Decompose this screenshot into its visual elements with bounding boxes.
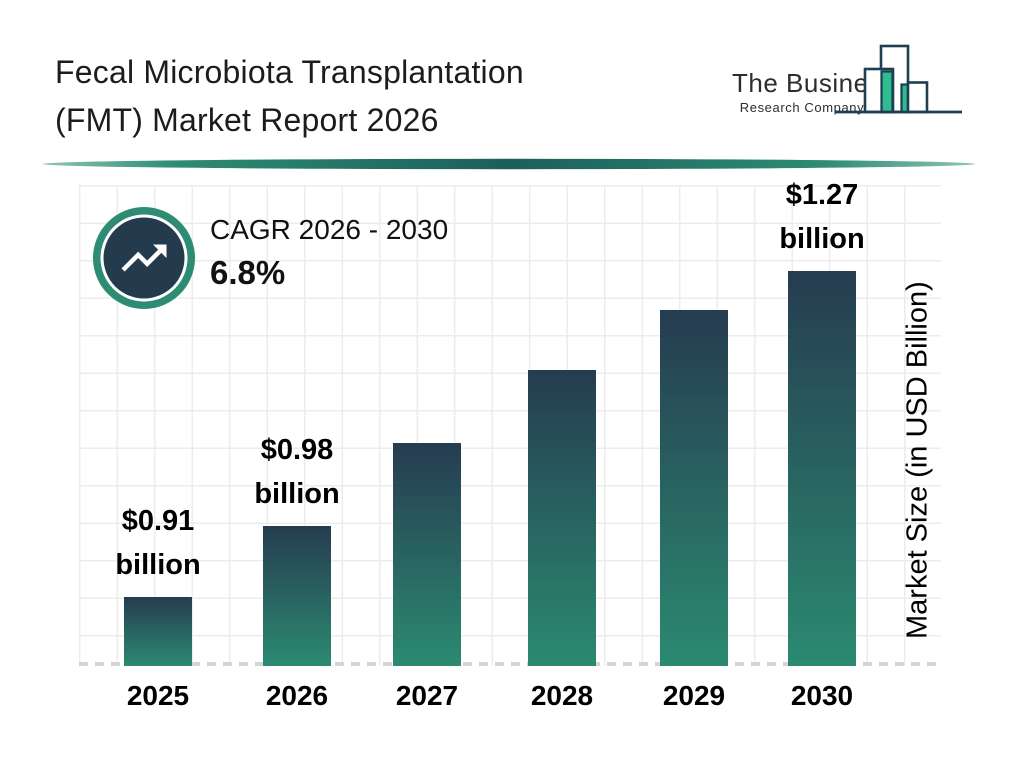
bar-2030	[788, 271, 856, 666]
bar-2029	[660, 310, 728, 666]
divider-line	[43, 158, 975, 170]
cagr-badge	[92, 206, 196, 315]
bar-2027	[393, 443, 461, 666]
x-tick-2030: 2030	[790, 680, 854, 711]
bar-2028	[528, 370, 596, 666]
value-label-2030: $1.27 billion	[779, 179, 865, 255]
x-tick-2029: 2029	[662, 680, 726, 711]
bar-2026	[263, 526, 331, 666]
page-title: Fecal Microbiota Transplantation (FMT) M…	[55, 48, 524, 144]
x-tick-2025: 2025	[126, 680, 190, 711]
bar-2025	[124, 597, 192, 666]
x-tick-2027: 2027	[395, 680, 459, 711]
y-axis-label: Market Size (in USD Billion)	[901, 281, 934, 639]
logo-bars-icon	[835, 44, 962, 114]
page-title-line1: Fecal Microbiota Transplantation	[55, 54, 524, 90]
cagr-period-label: CAGR 2026 - 2030	[210, 214, 449, 245]
cagr-text: CAGR 2026 - 2030 6.8%	[210, 214, 448, 292]
x-tick-2028: 2028	[530, 680, 594, 711]
company-logo: The Business Research Company	[720, 38, 980, 138]
x-tick-2026: 2026	[265, 680, 329, 711]
value-label-2026: $0.98 billion	[254, 434, 340, 510]
cagr-value: 6.8%	[210, 254, 286, 291]
company-subname: Research Company	[739, 100, 865, 115]
chart-baseline	[79, 662, 941, 666]
trending-up-icon	[93, 207, 195, 309]
value-label-2025: $0.91 billion	[115, 505, 201, 581]
page-title-line2: (FMT) Market Report 2026	[55, 102, 439, 138]
